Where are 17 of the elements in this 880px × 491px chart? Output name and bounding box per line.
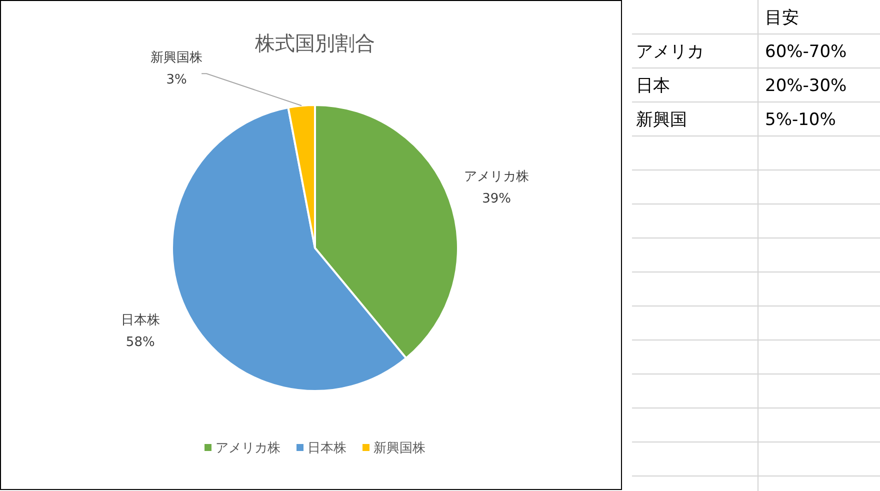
slice-label: アメリカ株: [464, 169, 530, 184]
legend-label: 日本株: [308, 441, 346, 456]
legend-label: 新興国株: [374, 441, 426, 456]
slice-label: 新興国株: [150, 50, 203, 66]
text: 60%-70%: [765, 42, 847, 62]
text: 日本: [636, 76, 670, 96]
data-label: 3%: [166, 72, 187, 88]
data-label: 39%: [482, 191, 512, 206]
text: アメリカ: [636, 42, 704, 62]
data-label: 58%: [126, 335, 155, 350]
text: 新興国: [636, 110, 687, 130]
chart-title: 株式国別割合: [254, 31, 375, 55]
text: 5%-10%: [765, 110, 836, 130]
legend-label: アメリカ株: [216, 441, 280, 456]
slice-label: 日本株: [120, 313, 160, 328]
text: 目安: [765, 8, 799, 28]
text: 20%-30%: [765, 76, 847, 96]
